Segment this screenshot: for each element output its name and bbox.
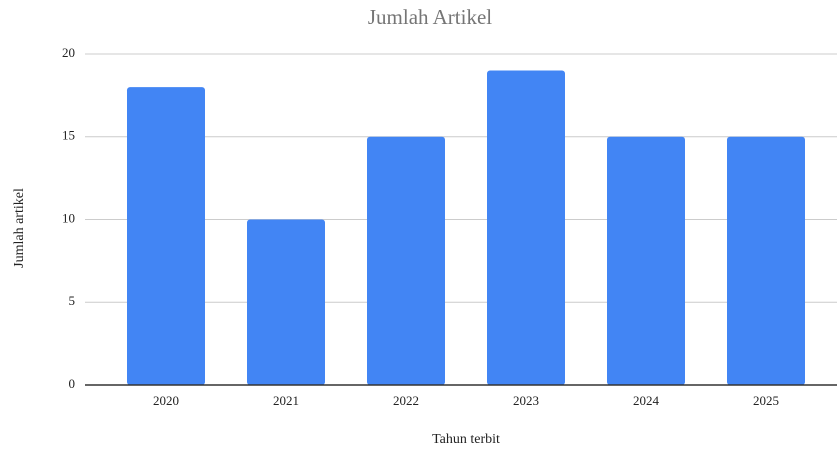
chart-title: Jumlah Artikel	[368, 5, 492, 29]
x-tick-label: 2023	[513, 393, 539, 408]
bar	[607, 136, 685, 385]
y-tick-label: 0	[69, 376, 76, 391]
bar	[727, 136, 805, 385]
x-axis-title: Tahun terbit	[432, 432, 500, 447]
x-tick-label: 2020	[153, 393, 179, 408]
bar	[487, 70, 565, 386]
x-tick-label: 2025	[753, 393, 779, 408]
y-tick-label: 10	[62, 210, 75, 225]
y-axis-title: Jumlah artikel	[12, 188, 27, 268]
x-tick-label: 2021	[273, 393, 299, 408]
bar	[367, 136, 445, 385]
y-tick-label: 20	[62, 45, 75, 60]
bar	[247, 219, 325, 385]
x-tick-label: 2022	[393, 393, 419, 408]
x-tick-label: 2024	[633, 393, 660, 408]
y-tick-label: 5	[69, 293, 76, 308]
y-tick-label: 15	[62, 128, 75, 143]
bar	[127, 87, 205, 385]
